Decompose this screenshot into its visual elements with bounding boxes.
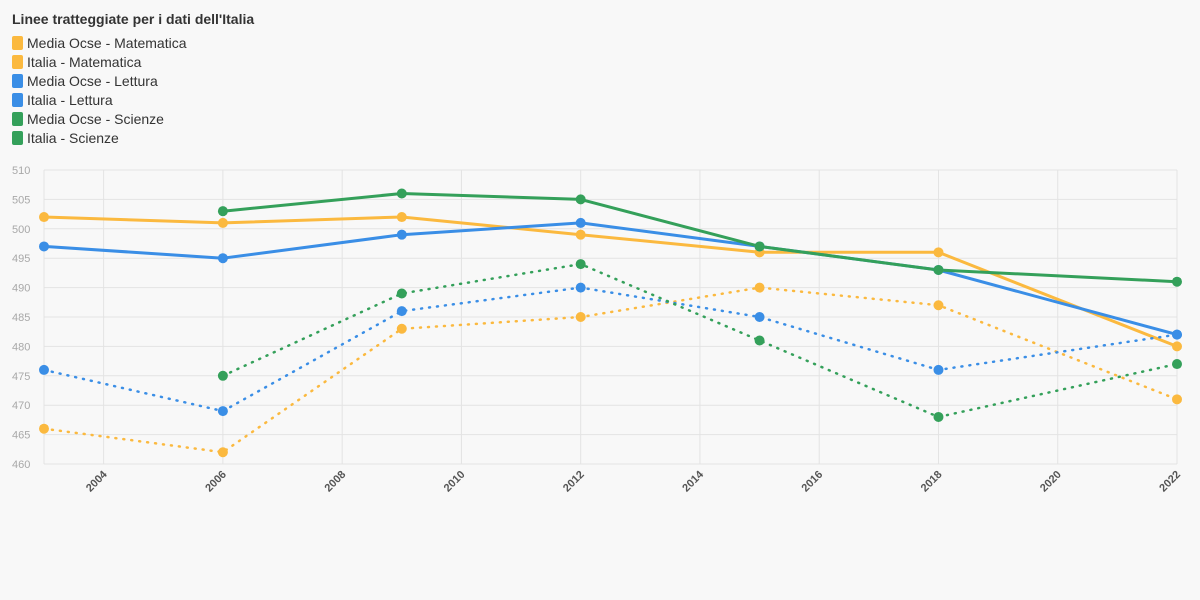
data-point[interactable] bbox=[575, 217, 586, 228]
legend-swatch bbox=[12, 54, 23, 69]
series-line bbox=[42, 286, 1179, 413]
data-point[interactable] bbox=[39, 364, 49, 375]
data-point[interactable] bbox=[754, 312, 765, 322]
data-point[interactable] bbox=[396, 323, 407, 334]
data-point[interactable] bbox=[396, 229, 407, 240]
legend: Media Ocse - Matematica Italia - Matemati… bbox=[12, 33, 187, 147]
y-tick-label: 510 bbox=[12, 165, 30, 177]
y-tick-label: 465 bbox=[12, 430, 30, 442]
legend-item[interactable]: Media Ocse - Lettura bbox=[12, 71, 187, 90]
series-line bbox=[42, 286, 1179, 454]
x-tick-label: 2010 bbox=[442, 469, 468, 495]
data-point[interactable] bbox=[217, 370, 228, 381]
y-tick-label: 500 bbox=[12, 224, 30, 236]
data-point[interactable] bbox=[754, 335, 765, 346]
y-tick-label: 485 bbox=[12, 312, 30, 324]
data-point[interactable] bbox=[396, 212, 407, 223]
x-tick-label: 2014 bbox=[680, 468, 706, 494]
y-axis: 460 465 470 475 480 485 490 495 500 505 510 bbox=[12, 165, 30, 471]
legend-item[interactable]: Italia - Scienze bbox=[12, 128, 187, 147]
data-point[interactable] bbox=[217, 206, 228, 217]
grid bbox=[43, 169, 1178, 465]
data-point[interactable] bbox=[39, 241, 49, 252]
legend-swatch bbox=[12, 111, 23, 126]
series-line bbox=[221, 262, 1179, 419]
data-point[interactable] bbox=[933, 411, 944, 422]
data-point[interactable] bbox=[933, 300, 944, 311]
legend-label: Italia - Matematica bbox=[27, 53, 142, 70]
legend-item[interactable]: Italia - Matematica bbox=[12, 52, 187, 71]
y-tick-label: 505 bbox=[12, 194, 30, 206]
data-point[interactable] bbox=[575, 312, 586, 322]
y-tick-label: 460 bbox=[12, 459, 30, 471]
legend-swatch bbox=[12, 73, 23, 88]
data-point[interactable] bbox=[217, 253, 228, 264]
legend-item[interactable]: Media Ocse - Matematica bbox=[12, 33, 187, 52]
x-tick-label: 2022 bbox=[1157, 469, 1183, 495]
legend-swatch bbox=[12, 35, 23, 50]
x-tick-label: 2012 bbox=[561, 469, 587, 495]
data-point[interactable] bbox=[1172, 394, 1182, 405]
x-tick-label: 2008 bbox=[322, 469, 348, 495]
chart-title: Linee tratteggiate per i dati dell'Itali… bbox=[12, 11, 255, 27]
data-point[interactable] bbox=[575, 229, 586, 240]
data-point[interactable] bbox=[217, 217, 228, 228]
data-point[interactable] bbox=[575, 259, 586, 270]
data-point[interactable] bbox=[39, 212, 49, 223]
data-point[interactable] bbox=[1172, 359, 1182, 370]
x-tick-label: 2016 bbox=[800, 469, 826, 495]
data-point[interactable] bbox=[396, 188, 407, 199]
series-line bbox=[222, 192, 1178, 284]
series-points bbox=[39, 188, 1182, 458]
y-tick-label: 475 bbox=[12, 371, 30, 383]
data-point[interactable] bbox=[754, 282, 765, 293]
y-tick-label: 470 bbox=[12, 400, 30, 412]
data-point[interactable] bbox=[933, 364, 944, 375]
y-tick-label: 480 bbox=[12, 341, 30, 353]
data-point[interactable] bbox=[396, 306, 407, 317]
legend-label: Media Ocse - Lettura bbox=[27, 72, 158, 89]
y-tick-label: 490 bbox=[12, 283, 30, 295]
x-tick-label: 2020 bbox=[1038, 469, 1064, 495]
legend-swatch bbox=[12, 92, 23, 107]
series-lines bbox=[42, 192, 1179, 454]
x-tick-label: 2006 bbox=[203, 469, 229, 495]
data-point[interactable] bbox=[396, 288, 407, 299]
data-point[interactable] bbox=[575, 194, 586, 205]
legend-label: Italia - Lettura bbox=[27, 91, 113, 108]
y-tick-label: 495 bbox=[12, 253, 30, 265]
legend-label: Italia - Scienze bbox=[27, 129, 119, 146]
data-point[interactable] bbox=[575, 282, 586, 293]
data-point[interactable] bbox=[1172, 276, 1182, 287]
data-point[interactable] bbox=[217, 447, 228, 458]
legend-label: Media Ocse - Matematica bbox=[27, 34, 187, 51]
legend-label: Media Ocse - Scienze bbox=[27, 110, 164, 127]
data-point[interactable] bbox=[39, 423, 49, 434]
legend-swatch bbox=[12, 130, 23, 145]
data-point[interactable] bbox=[217, 406, 228, 417]
data-point[interactable] bbox=[754, 241, 765, 252]
data-point[interactable] bbox=[1172, 329, 1182, 340]
data-point[interactable] bbox=[933, 247, 944, 258]
series-line bbox=[43, 215, 1178, 348]
x-tick-label: 2004 bbox=[84, 468, 110, 494]
x-axis: 2004 2006 2008 2010 2012 2014 2016 2018 2020 2022 bbox=[84, 468, 1183, 494]
legend-item[interactable]: Italia - Lettura bbox=[12, 90, 187, 109]
data-point[interactable] bbox=[933, 264, 944, 275]
x-tick-label: 2018 bbox=[919, 469, 945, 495]
legend-item[interactable]: Media Ocse - Scienze bbox=[12, 109, 187, 128]
data-point[interactable] bbox=[1172, 341, 1182, 352]
